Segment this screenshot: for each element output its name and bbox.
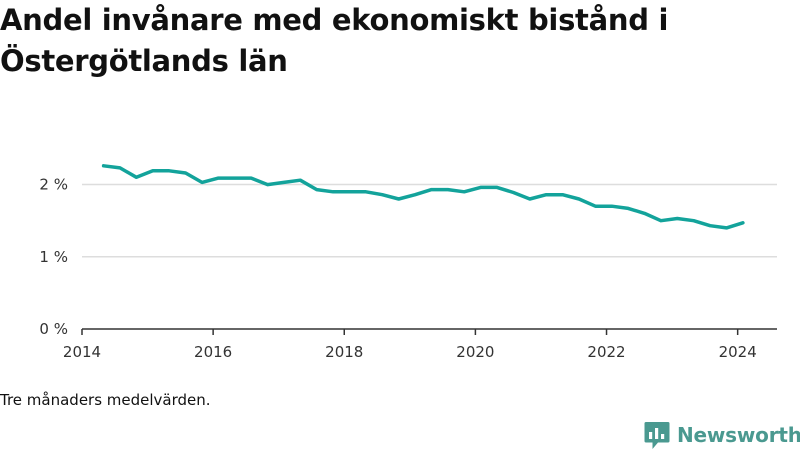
x-tick-label: 2022 xyxy=(587,343,625,361)
x-axis xyxy=(81,328,777,335)
series-line xyxy=(101,164,745,230)
x-tick-label: 2024 xyxy=(719,343,757,361)
x-tick-label: 2014 xyxy=(63,343,101,361)
x-tick-label: 2018 xyxy=(325,343,363,361)
y-tick-label: 2 % xyxy=(39,176,68,194)
gridlines xyxy=(82,183,777,258)
y-tick-label: 1 % xyxy=(39,248,68,266)
series-layer xyxy=(101,164,745,230)
chart-note: Tre månaders medelvärden. xyxy=(0,391,211,409)
newsworthy-logo-icon xyxy=(644,421,670,449)
y-tick-label: 0 % xyxy=(39,320,68,338)
x-axis-labels: 2014 2016 2018 2020 2022 2024 xyxy=(63,343,757,361)
y-axis-labels: 0 % 1 % 2 % xyxy=(39,176,68,338)
x-tick-label: 2016 xyxy=(194,343,232,361)
brand-name: Newsworthy xyxy=(677,423,800,447)
chart-title: Andel invånare med ekonomiskt bistånd i … xyxy=(0,3,669,78)
brand-logo[interactable]: Newsworthy xyxy=(644,420,800,450)
x-tick-label: 2020 xyxy=(456,343,494,361)
